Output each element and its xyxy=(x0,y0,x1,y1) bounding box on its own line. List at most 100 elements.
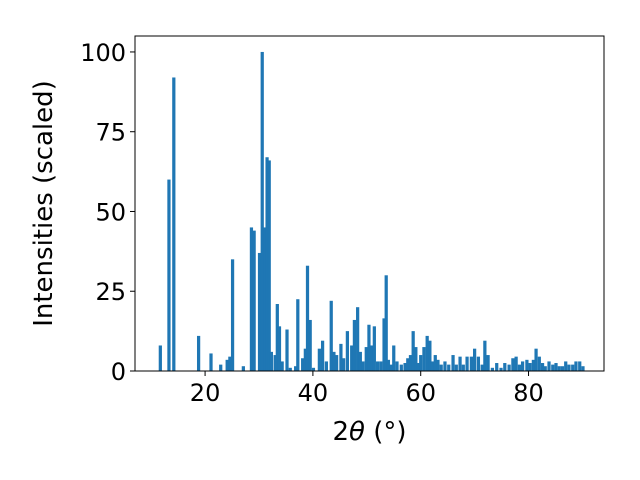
bar xyxy=(275,304,279,371)
bar xyxy=(280,361,284,371)
bar xyxy=(356,307,360,371)
y-axis-label: Intensities (scaled) xyxy=(29,80,59,327)
bar xyxy=(537,356,541,371)
bar xyxy=(564,361,568,371)
bar xyxy=(465,356,469,371)
bar xyxy=(332,351,336,371)
bar xyxy=(543,366,547,371)
bar xyxy=(358,351,362,371)
bar xyxy=(416,363,420,371)
bar xyxy=(252,230,256,371)
bar xyxy=(372,326,376,371)
bar xyxy=(507,364,511,371)
bar xyxy=(324,361,328,371)
bar xyxy=(395,361,399,371)
bar xyxy=(384,275,388,371)
bar xyxy=(425,335,429,371)
bar xyxy=(335,355,339,371)
bar xyxy=(540,363,545,371)
bar xyxy=(430,361,435,371)
bar xyxy=(447,364,451,371)
x-tick-label: 80 xyxy=(513,379,544,407)
bar xyxy=(414,347,418,371)
bar xyxy=(451,355,455,371)
bar xyxy=(265,157,269,371)
bar xyxy=(294,366,298,371)
bar xyxy=(219,364,223,371)
bar xyxy=(305,265,310,371)
bars-group xyxy=(158,51,585,371)
x-axis-label-prefix: 2 xyxy=(332,417,349,447)
bar xyxy=(317,348,321,371)
bar xyxy=(436,359,440,371)
bar xyxy=(525,359,529,371)
bar xyxy=(196,335,201,371)
bar xyxy=(269,351,273,371)
bar xyxy=(476,356,481,371)
bar xyxy=(547,361,551,371)
bar xyxy=(386,359,390,371)
bar xyxy=(428,340,432,371)
bar xyxy=(511,358,515,371)
bar xyxy=(225,359,229,371)
bar xyxy=(534,348,538,371)
bar xyxy=(267,160,271,371)
bar xyxy=(567,364,571,371)
bar xyxy=(260,51,264,371)
bar xyxy=(230,259,235,371)
y-tick-label: 100 xyxy=(80,39,126,67)
bar xyxy=(574,361,578,371)
bar xyxy=(370,345,374,371)
bar xyxy=(408,355,413,371)
y-tick-label: 25 xyxy=(95,278,126,306)
bar xyxy=(257,252,262,371)
bar xyxy=(241,366,245,371)
bar xyxy=(399,364,403,371)
bar xyxy=(329,300,333,371)
x-axis-label-theta: θ xyxy=(349,417,365,447)
bar xyxy=(486,355,490,371)
bar xyxy=(461,364,465,371)
bar xyxy=(285,329,289,371)
bar xyxy=(389,364,393,371)
bar xyxy=(520,361,525,371)
bar xyxy=(375,361,380,371)
bar xyxy=(443,361,447,371)
bar xyxy=(571,364,575,371)
bar xyxy=(454,364,458,371)
bar xyxy=(581,366,585,371)
bar xyxy=(301,358,305,371)
bar xyxy=(228,356,232,371)
bar xyxy=(514,356,518,371)
x-tick-label: 60 xyxy=(405,379,436,407)
y-ticks-group: 0 25 50 75 100 xyxy=(80,39,135,386)
bar xyxy=(483,340,487,371)
bar xyxy=(392,345,396,371)
bar xyxy=(495,363,499,371)
bar xyxy=(554,363,558,371)
bar xyxy=(288,367,292,371)
bar xyxy=(406,358,410,371)
bar xyxy=(382,318,386,371)
bar xyxy=(480,364,484,371)
bar xyxy=(367,324,371,371)
x-tick-label: 40 xyxy=(298,379,329,407)
bar xyxy=(469,356,473,371)
bar xyxy=(499,367,503,371)
bar xyxy=(473,348,477,371)
bar xyxy=(263,227,267,371)
bar xyxy=(361,361,365,371)
bar xyxy=(531,359,535,371)
y-tick-label: 0 xyxy=(111,358,126,386)
bar xyxy=(411,331,415,371)
bar xyxy=(528,363,532,371)
bar xyxy=(345,331,350,371)
bar xyxy=(503,363,507,371)
bar xyxy=(419,355,423,371)
bar xyxy=(403,363,407,371)
bar xyxy=(209,353,213,371)
bar xyxy=(308,319,312,371)
bar xyxy=(303,348,307,371)
bar xyxy=(490,367,495,371)
bar xyxy=(439,364,443,371)
